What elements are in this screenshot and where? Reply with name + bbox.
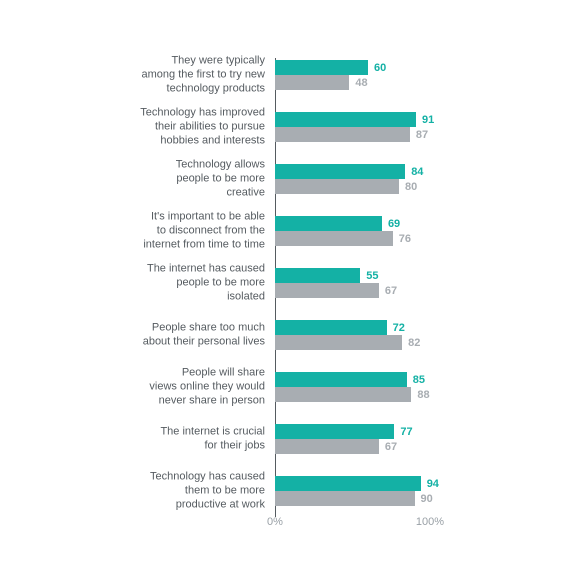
bar [275,268,360,283]
bar-group: Technology has improvedtheir abilities t… [275,112,430,142]
x-tick-label: 0% [267,516,283,528]
bar [275,283,379,298]
category-label: Technology has causedthem to be moreprod… [75,470,275,511]
bar-group: Technology has causedthem to be moreprod… [275,476,430,506]
bar-group: The internet is crucialfor their jobs776… [275,424,430,454]
category-label: The internet is crucialfor their jobs [75,425,275,453]
plot-area: They were typicallyamong the first to tr… [275,60,430,515]
bar-value-label: 72 [387,322,405,334]
bar-value-label: 69 [382,218,400,230]
bar [275,387,411,402]
bar-value-label: 60 [368,62,386,74]
bar-value-label: 85 [407,374,425,386]
bar-group: People will shareviews online they would… [275,372,430,402]
bar [275,179,399,194]
bar-value-label: 84 [405,166,423,178]
bar-value-label: 88 [411,389,429,401]
bar [275,372,407,387]
bar-value-label: 48 [349,77,367,89]
bar-group: The internet has causedpeople to be more… [275,268,430,298]
bar [275,491,415,506]
bar [275,231,393,246]
bar-value-label: 55 [360,270,378,282]
bar-value-label: 67 [379,441,397,453]
bar [275,75,349,90]
category-label: Technology has improvedtheir abilities t… [75,106,275,147]
bar [275,164,405,179]
bar [275,127,410,142]
bar-value-label: 90 [415,493,433,505]
bar [275,424,394,439]
bar-value-label: 94 [421,478,439,490]
bar-value-label: 91 [416,114,434,126]
bar-group: It's important to be ableto disconnect f… [275,216,430,246]
bar [275,60,368,75]
category-label: Technology allowspeople to be morecreati… [75,158,275,199]
category-label: They were typicallyamong the first to tr… [75,54,275,95]
chart-container: They were typicallyamong the first to tr… [0,0,580,565]
category-label: People share too muchabout their persona… [75,321,275,349]
category-label: People will shareviews online they would… [75,366,275,407]
bar-value-label: 80 [399,181,417,193]
x-tick-label: 100% [416,516,444,528]
bar-value-label: 87 [410,129,428,141]
category-label: It's important to be ableto disconnect f… [75,210,275,251]
category-label: The internet has causedpeople to be more… [75,262,275,303]
bar-value-label: 76 [393,233,411,245]
bar [275,112,416,127]
bar [275,476,421,491]
bar [275,320,387,335]
bar-group: Technology allowspeople to be morecreati… [275,164,430,194]
bar [275,439,379,454]
bar-group: They were typicallyamong the first to tr… [275,60,430,90]
bar-group: People share too muchabout their persona… [275,320,430,350]
bar-value-label: 67 [379,285,397,297]
bar [275,335,402,350]
bar [275,216,382,231]
bar-value-label: 77 [394,426,412,438]
bar-value-label: 82 [402,337,420,349]
